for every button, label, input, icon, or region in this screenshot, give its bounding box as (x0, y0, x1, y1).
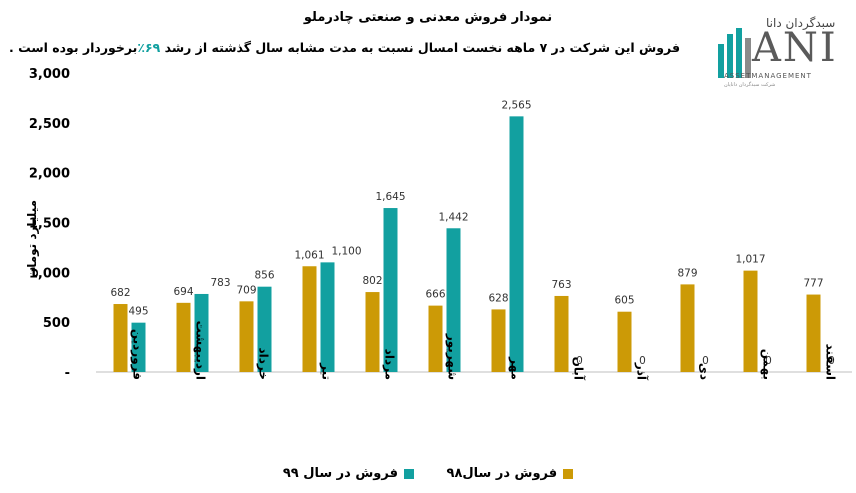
x-tick-label: دی (698, 363, 712, 380)
chart-title: نمودار فروش معدنی و صنعتی چادرملو (303, 10, 553, 25)
legend-item-series-2: فروش در سال ۹۹ (283, 466, 414, 481)
bar-series-1 (365, 292, 380, 372)
data-label-series-1: 802 (362, 275, 382, 287)
chart-subtitle: فروش این شرکت در ۷ ماهه نخست امسال نسبت … (9, 40, 680, 55)
x-tick-label: اردیبهشت (194, 321, 208, 380)
legend-item-series-1: فروش در سال۹۸ (447, 466, 574, 481)
bar-series-2 (509, 116, 524, 372)
data-label-series-2: 783 (210, 277, 230, 289)
bar-series-1 (680, 284, 695, 372)
x-tick-label: تیر (320, 362, 334, 380)
bar-series-2 (383, 208, 398, 372)
y-tick-label: 2,500 (29, 117, 70, 132)
x-tick-label: مرداد (383, 349, 397, 380)
y-tick-label: 1,000 (29, 266, 70, 281)
y-tick-label: 2,000 (29, 167, 70, 182)
data-label-series-2: 0 (576, 355, 583, 367)
bar-series-1 (806, 294, 821, 372)
x-tick-label: فروردین (130, 329, 145, 380)
legend-swatch-series-2 (403, 468, 414, 479)
data-label-series-1: 763 (551, 279, 571, 291)
data-label-series-1: 1,061 (294, 249, 324, 261)
company-logo: سبدگردان دانا ANI ASSETMANAGEMENT شرکت س… (718, 14, 848, 94)
data-label-series-2: 0 (639, 355, 646, 367)
subtitle-text-after: برخوردار بوده است . (9, 40, 138, 55)
x-tick-label: اسفند (824, 344, 838, 380)
data-label-series-2: 495 (128, 306, 148, 318)
bar-series-1 (491, 309, 506, 372)
legend-label-series-2: فروش در سال ۹۹ (282, 466, 398, 481)
bar-series-1 (176, 302, 191, 372)
logo-brand-text: سبدگردان دانا (766, 16, 836, 30)
data-label-series-2: 856 (254, 270, 274, 282)
data-label-series-2: 1,100 (331, 245, 361, 257)
data-label-series-1: 709 (236, 284, 256, 296)
data-label-series-2: 1,442 (438, 211, 468, 223)
y-tick-label: 1,500 (29, 217, 70, 232)
data-label-series-1: 694 (173, 286, 193, 298)
y-tick-label: 500 (43, 316, 70, 331)
legend-label-series-1: فروش در سال۹۸ (446, 466, 558, 481)
x-tick-label: آذر (635, 362, 650, 381)
x-tick-label: بهمن (761, 349, 775, 380)
data-label-series-2: 0 (765, 355, 772, 367)
x-tick-label: شهریور (445, 333, 460, 380)
data-label-series-2: 1,645 (375, 191, 405, 203)
data-label-series-1: 628 (488, 292, 508, 304)
bar-series-2 (257, 286, 272, 372)
logo-tagline: ASSETMANAGEMENT (724, 72, 812, 80)
x-tick-label: آبان (572, 357, 587, 381)
bar-series-1 (743, 270, 758, 372)
bar-series-2 (194, 293, 209, 372)
x-tick-label: مهر (509, 356, 523, 380)
data-label-series-2: 0 (828, 355, 835, 367)
bar-series-1 (302, 266, 317, 372)
subtitle-text-before: فروش این شرکت در ۷ ماهه نخست امسال نسبت … (160, 40, 680, 55)
bar-series-2 (131, 322, 146, 372)
data-label-series-1: 879 (677, 267, 697, 279)
data-label-series-2: 2,565 (501, 99, 531, 111)
bar-series-1 (428, 305, 443, 372)
data-label-series-1: 666 (425, 289, 445, 301)
bar-series-1 (554, 295, 569, 372)
subtitle-growth-highlight: ۶۹٪ (137, 40, 161, 55)
y-tick-label: - (65, 366, 70, 381)
data-label-series-1: 605 (614, 295, 634, 307)
bar-series-2 (320, 262, 335, 372)
data-label-series-2: 0 (702, 355, 709, 367)
logo-small-text: شرکت سبدگردان دانایان (724, 82, 776, 88)
data-label-series-1: 1,017 (735, 254, 765, 266)
logo-wordmark: ANI (752, 25, 838, 71)
bar-series-1 (239, 301, 254, 372)
x-tick-label: خرداد (257, 347, 271, 380)
bar-series-2 (446, 228, 461, 372)
data-label-series-1: 777 (803, 278, 823, 290)
chart-legend: فروش در سال۹۸ فروش در سال ۹۹ (0, 466, 856, 481)
y-tick-label: 3,000 (29, 67, 70, 82)
data-label-series-1: 682 (110, 287, 130, 299)
logo-bars-icon (718, 28, 752, 78)
legend-swatch-series-1 (563, 468, 574, 479)
bar-series-1 (617, 311, 632, 372)
bar-series-1 (113, 304, 128, 372)
